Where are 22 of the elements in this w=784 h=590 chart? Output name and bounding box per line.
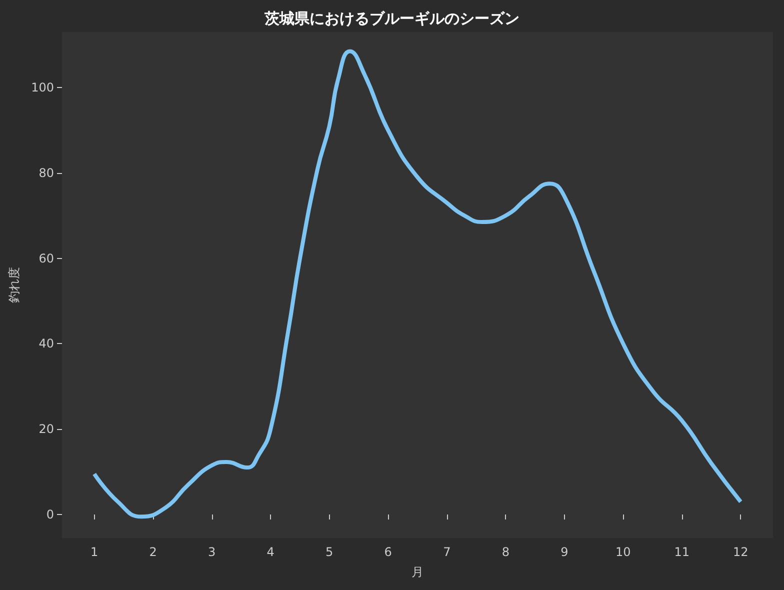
y-tick-label: 80 bbox=[38, 166, 54, 180]
y-tick-label: 100 bbox=[31, 80, 54, 95]
y-axis-title: 釣れ度 bbox=[7, 267, 21, 303]
chart-title: 茨城県におけるブルーギルのシーズン bbox=[264, 10, 520, 28]
y-tick-label: 20 bbox=[38, 422, 54, 436]
x-tick-label: 2 bbox=[149, 545, 157, 559]
x-tick-label: 8 bbox=[502, 545, 510, 559]
y-tick-label: 60 bbox=[38, 251, 54, 266]
x-tick-label: 7 bbox=[443, 545, 451, 559]
line-series bbox=[92, 49, 743, 519]
x-tick-label: 4 bbox=[266, 545, 274, 559]
y-tick-label: 0 bbox=[46, 508, 54, 522]
x-tick-label: 11 bbox=[674, 545, 690, 559]
y-tick-label: 40 bbox=[38, 336, 54, 351]
x-tick-label: 5 bbox=[326, 545, 334, 559]
x-tick-label: 6 bbox=[384, 545, 392, 559]
x-axis-title: 月 bbox=[412, 565, 424, 579]
x-tick-label: 10 bbox=[616, 545, 631, 559]
x-tick-label: 12 bbox=[733, 545, 748, 559]
x-tick-label: 9 bbox=[560, 545, 568, 559]
x-tick-label: 3 bbox=[208, 545, 216, 559]
x-tick-label: 1 bbox=[90, 545, 98, 559]
